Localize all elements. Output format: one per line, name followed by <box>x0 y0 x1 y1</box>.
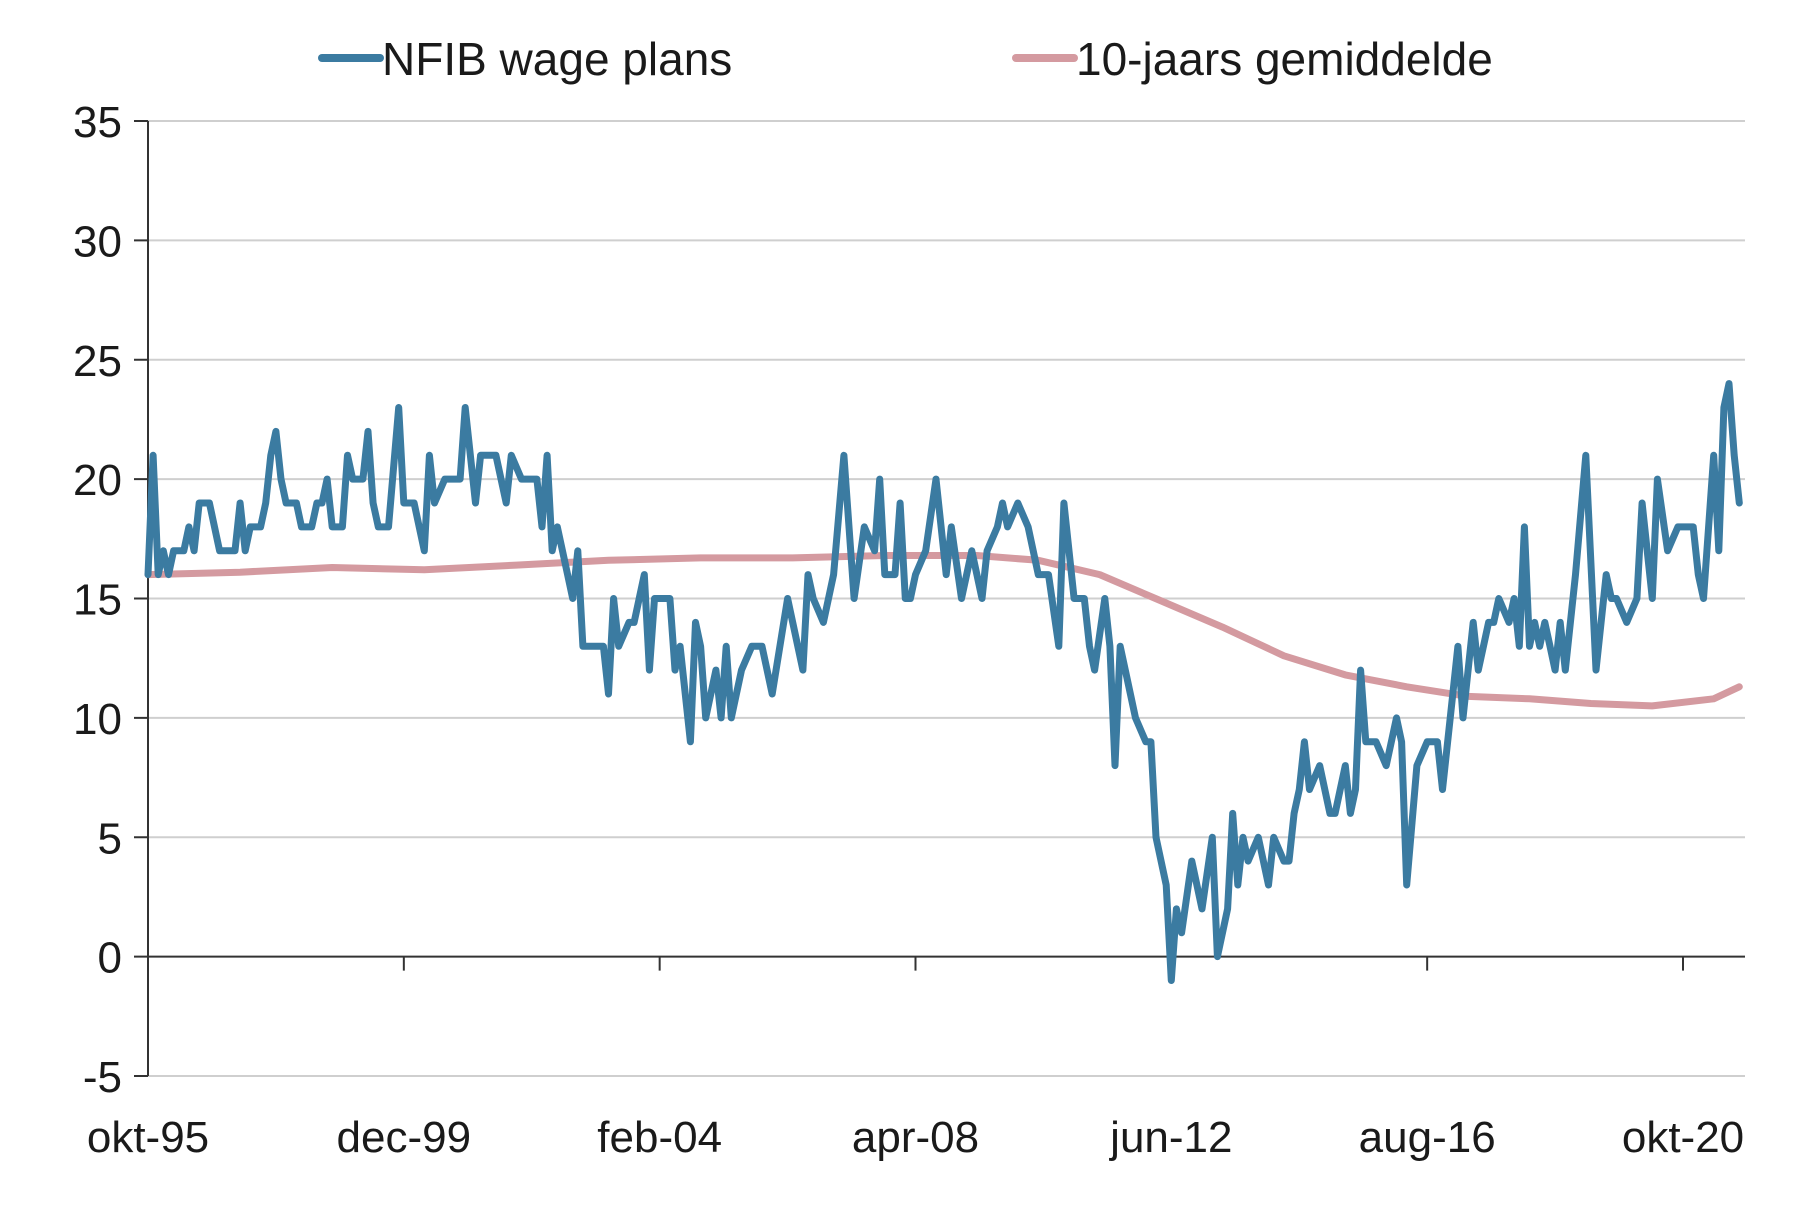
legend: NFIB wage plans 10-jaars gemiddelde <box>318 33 1493 85</box>
y-tick-label: -5 <box>83 1053 122 1102</box>
series-line-nfib-wage-plans <box>144 380 1743 984</box>
x-axis-ticks: okt-95 dec-99 feb-04 apr-08 jun-12 aug-16 okt-… <box>87 956 1744 1162</box>
x-tick-label: aug-16 <box>1359 1113 1496 1162</box>
y-tick-label: 20 <box>73 456 122 505</box>
y-tick-label: 0 <box>98 934 122 983</box>
y-tick-label: 25 <box>73 337 122 386</box>
gridlines <box>148 120 1745 839</box>
y-tick-label: 10 <box>73 695 122 744</box>
series-lines <box>144 380 1743 984</box>
x-tick-label: okt-20 <box>1622 1113 1744 1162</box>
y-tick-label: 35 <box>73 98 122 147</box>
legend-label-nfib: NFIB wage plans <box>382 33 732 85</box>
x-tick-label: dec-99 <box>337 1113 472 1162</box>
series-line-10-year-average <box>144 552 1743 710</box>
x-tick-label: okt-95 <box>87 1113 209 1162</box>
y-tick-label: 30 <box>73 217 122 266</box>
y-tick-label: 5 <box>98 814 122 863</box>
y-axis-ticks: -5 0 5 10 15 20 25 30 35 <box>73 98 148 1102</box>
y-tick-label: 15 <box>73 576 122 625</box>
x-tick-label: apr-08 <box>852 1113 979 1162</box>
x-tick-label: feb-04 <box>597 1113 722 1162</box>
legend-label-average: 10-jaars gemiddelde <box>1076 33 1493 85</box>
x-tick-label: jun-12 <box>1108 1113 1232 1162</box>
